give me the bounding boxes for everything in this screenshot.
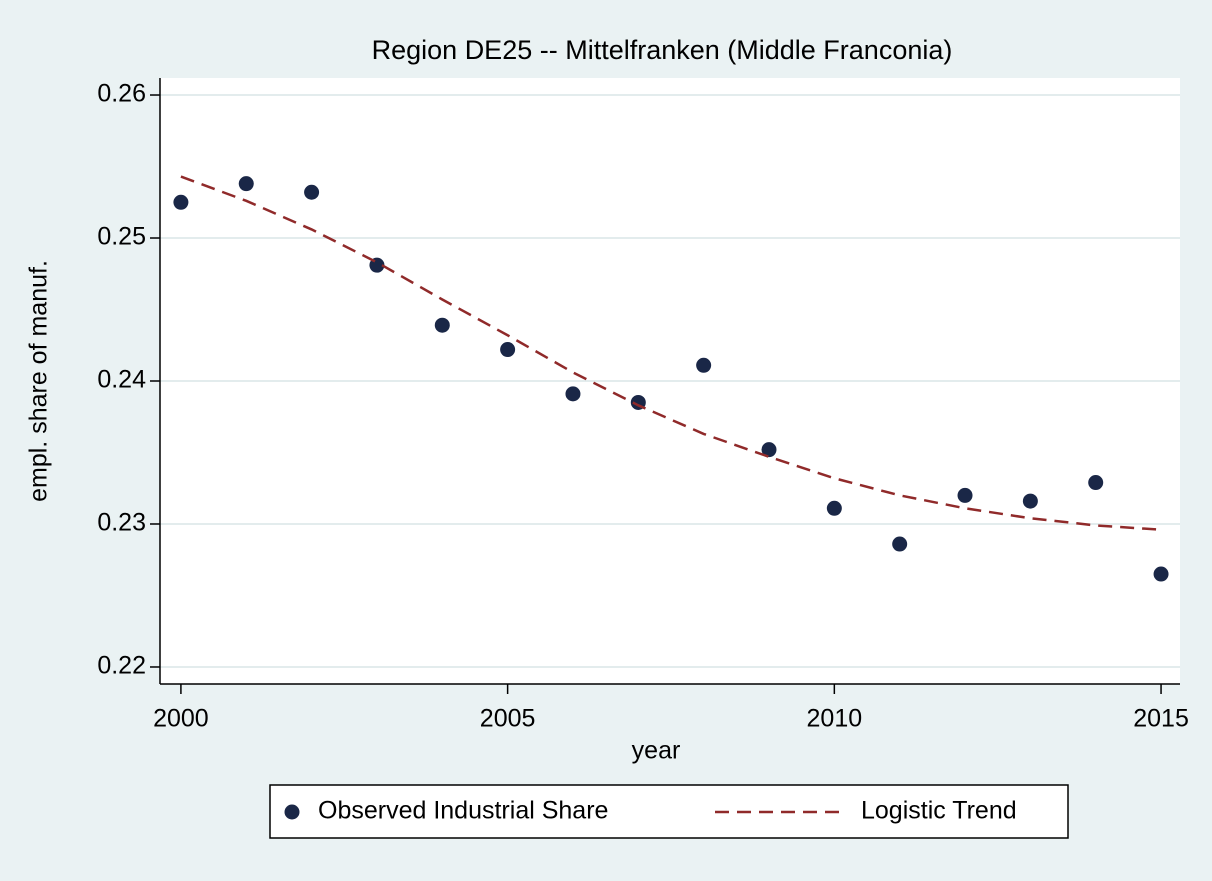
data-point	[565, 386, 581, 402]
data-point	[826, 500, 842, 516]
x-tick-label: 2010	[807, 705, 863, 733]
x-tick-label: 2015	[1133, 705, 1189, 733]
data-point	[892, 536, 908, 552]
y-tick-label: 0.23	[97, 509, 146, 537]
data-point	[696, 357, 712, 373]
x-axis-label: year	[632, 737, 681, 765]
legend-box	[269, 784, 1069, 839]
y-tick-label: 0.25	[97, 223, 146, 251]
y-tick-label: 0.26	[97, 80, 146, 108]
x-tick-label: 2005	[480, 705, 536, 733]
chart-title: Region DE25 -- Mittelfranken (Middle Fra…	[372, 35, 953, 65]
data-point	[434, 317, 450, 333]
data-point	[304, 184, 320, 200]
data-point	[1153, 566, 1169, 582]
legend-label: Logistic Trend	[861, 797, 1017, 825]
data-point	[761, 442, 777, 458]
data-point	[173, 194, 189, 210]
x-tick-label: 2000	[153, 705, 209, 733]
y-axis-label: empl. share of manuf.	[25, 260, 53, 502]
legend-label: Observed Industrial Share	[318, 797, 608, 825]
data-point	[238, 176, 254, 192]
y-tick-label: 0.22	[97, 652, 146, 680]
data-point	[500, 342, 516, 358]
data-point	[957, 487, 973, 503]
legend-marker	[284, 804, 300, 820]
data-point	[1088, 475, 1104, 491]
trend-line	[180, 175, 1162, 531]
y-tick-label: 0.24	[97, 366, 146, 394]
data-point	[1022, 493, 1038, 509]
